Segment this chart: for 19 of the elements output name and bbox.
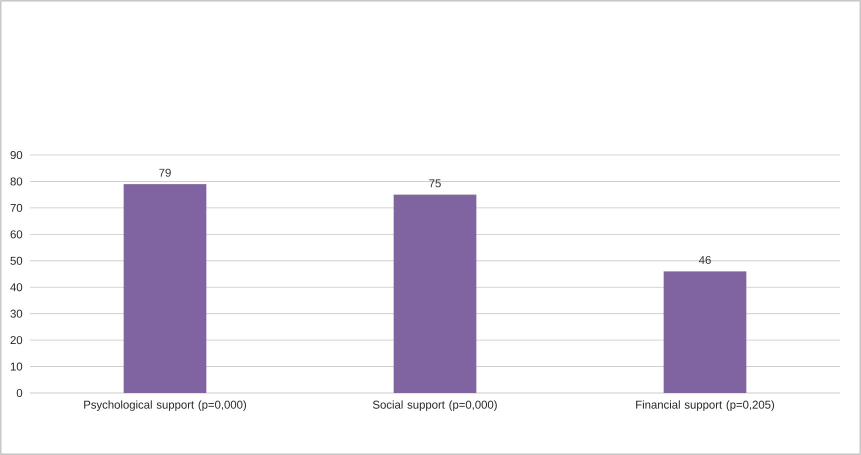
y-tick-label: 90: [10, 151, 22, 160]
y-tick-label: 60: [10, 230, 22, 238]
y-tick-label: 10: [10, 362, 22, 371]
x-tick-label: Financial support (p=0,205): [636, 400, 774, 411]
bar: [664, 271, 746, 393]
y-tick-label: 70: [10, 204, 22, 212]
data-label: 46: [698, 256, 711, 264]
data-label: 75: [429, 179, 441, 188]
x-tick-label: Psychological support (p=0,000): [84, 400, 246, 411]
bar: [124, 184, 206, 393]
data-label: 79: [159, 168, 171, 177]
y-tick-label: 0: [16, 389, 22, 398]
y-tick-label: 80: [10, 177, 22, 186]
y-tick-label: 40: [10, 283, 22, 292]
y-tick-label: 50: [10, 256, 22, 265]
bar: [394, 194, 476, 393]
y-tick-label: 20: [10, 336, 22, 344]
x-tick-label: Social support (p=0,000): [372, 400, 497, 411]
y-tick-label: 30: [10, 310, 22, 318]
